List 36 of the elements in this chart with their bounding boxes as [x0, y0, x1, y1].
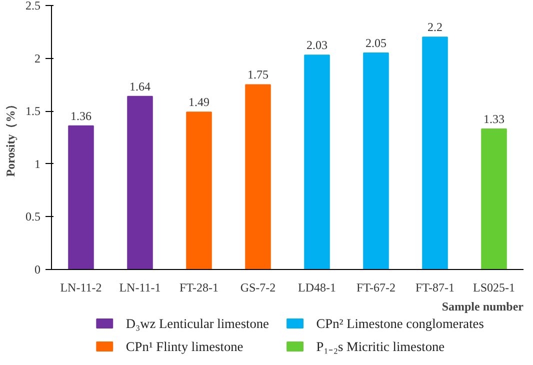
data-label: 1.75: [248, 68, 268, 82]
x-axis-title: Sample number: [442, 300, 524, 314]
bar: [127, 96, 153, 270]
bar: [422, 36, 448, 270]
y-tick-label: 1.5: [26, 104, 40, 118]
y-tick-label: 0.5: [26, 210, 40, 224]
data-label: 1.49: [188, 95, 210, 110]
bar: [363, 52, 389, 270]
bar: [245, 84, 271, 270]
y-axis-title: Porosity（%）: [4, 98, 18, 177]
bar: [481, 128, 507, 270]
x-tick-label: GS-7-2: [240, 280, 276, 294]
bar: [304, 54, 330, 270]
data-label: 1.33: [484, 112, 504, 126]
bar: [186, 112, 212, 270]
x-tick-label: LN-11-1: [119, 280, 161, 294]
x-tick-label: FT-67-2: [356, 280, 396, 294]
data-label: 2.2: [428, 20, 442, 34]
x-tick-label: LS025-1: [473, 280, 515, 294]
legend-label: D₃wz Lenticular limestone: [126, 316, 270, 331]
x-tick-label: FT-87-1: [416, 280, 454, 294]
data-label: 1.36: [70, 108, 92, 123]
data-label: 1.64: [130, 79, 150, 94]
y-tick-label: 0: [34, 262, 40, 276]
data-label: 2.05: [366, 36, 386, 50]
y-tick-label: 1: [34, 156, 40, 171]
y-tick-label: 2: [34, 51, 40, 66]
x-tick-label: LN-11-2: [60, 280, 102, 294]
data-label: 2.03: [306, 38, 328, 52]
legend-label: CPn² Limestone conglomerates: [316, 316, 484, 331]
x-tick-label: FT-28-1: [180, 280, 218, 294]
bar: [68, 125, 94, 270]
legend-label: CPn¹ Flinty limestone: [126, 339, 244, 354]
legend-label: P₁₋₂s Micritic limestone: [316, 339, 445, 354]
y-tick-label: 2.5: [26, 0, 40, 12]
x-tick-label: LD48-1: [298, 280, 336, 294]
